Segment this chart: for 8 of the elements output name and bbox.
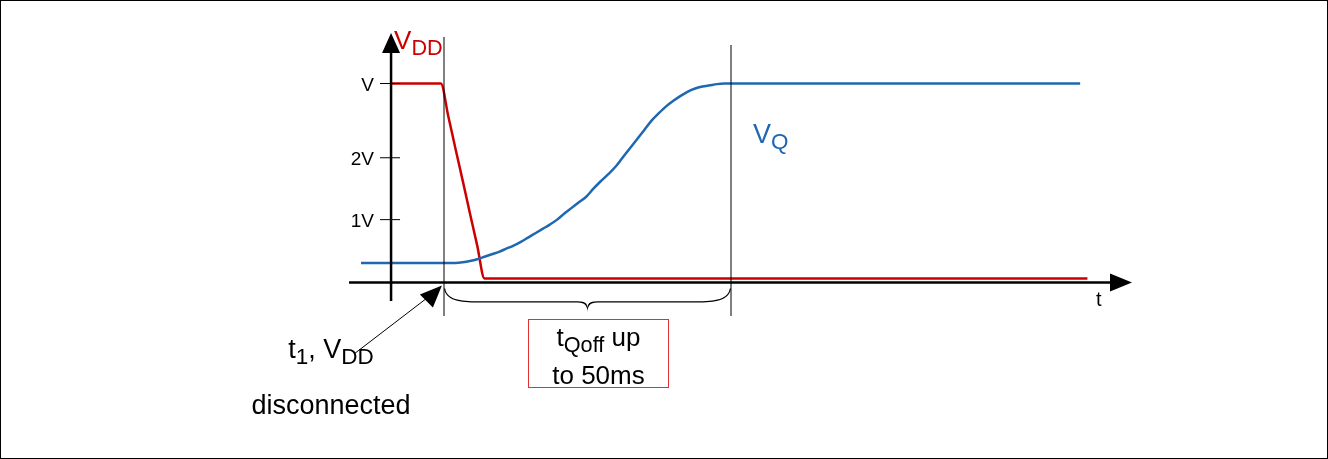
y-tick-label: 2V — [350, 147, 375, 169]
text: t$_{1}$, V$_{DD}$ disconnected — [250, 333, 412, 423]
x-axis-title: t — [1096, 288, 1102, 311]
text: t$_{Qoff}$ up to 50ms — [528, 319, 669, 391]
y-tick-label: V — [361, 73, 375, 95]
series-label: V$_{DD}$ — [394, 25, 443, 61]
y-tick-label: 1V — [350, 209, 375, 231]
series-label: V$_{Q}$ — [753, 119, 789, 155]
